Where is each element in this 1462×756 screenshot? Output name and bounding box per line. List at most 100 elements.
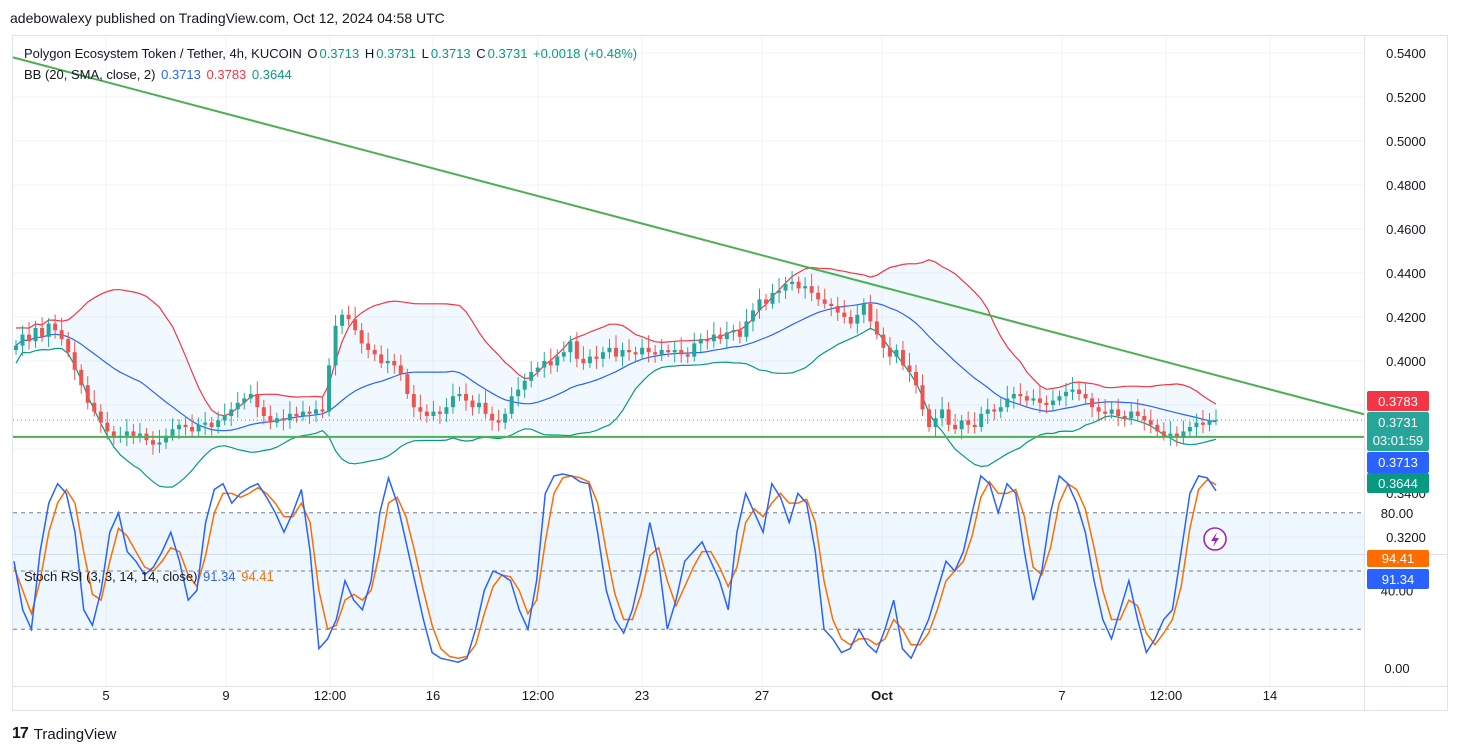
brand-name: TradingView: [33, 725, 117, 743]
candle-body: [620, 350, 625, 357]
candle-body: [203, 422, 208, 425]
candle-body: [1214, 420, 1218, 422]
candle-body: [809, 286, 814, 293]
main-legend: Polygon Ecosystem Token / Tether, 4h, KU…: [24, 46, 639, 61]
candle-body: [816, 292, 821, 300]
bb-upper-value: 0.3783: [206, 67, 247, 82]
candle-body: [196, 424, 201, 432]
time-tick-label: 9: [222, 688, 229, 703]
publisher-line: adebowalexy published on TradingView.com…: [10, 10, 445, 26]
candle-body: [379, 354, 384, 364]
stoch-k-tag: 91.34: [1367, 569, 1429, 589]
candle-body: [46, 323, 51, 337]
last-price-tag-text: 0.3731: [1378, 415, 1418, 430]
candle-body: [542, 361, 547, 368]
candle-body: [1077, 389, 1082, 394]
candle-body: [157, 442, 162, 445]
candle-body: [627, 350, 632, 353]
stoch-k-tag-bg: [1367, 569, 1429, 589]
candle-body: [66, 339, 71, 353]
candle-body: [274, 418, 279, 423]
candle-body: [477, 402, 482, 408]
candle-body: [607, 347, 612, 353]
candle-body: [522, 380, 527, 390]
tradingview-logo[interactable]: 17 TradingView: [12, 725, 116, 743]
price-tick-label: 0.5400: [1386, 46, 1426, 61]
candle-body: [548, 361, 553, 366]
candle-body: [724, 332, 729, 339]
candle-body: [1207, 420, 1212, 425]
candle-body: [137, 433, 142, 436]
candle-body: [1011, 394, 1016, 399]
candle-body: [1005, 398, 1010, 408]
candle-body: [281, 418, 286, 421]
candle-body: [437, 411, 442, 414]
candle-body: [561, 352, 566, 357]
candle-body: [307, 411, 312, 414]
candle-body: [366, 343, 371, 350]
lightning-icon: [1203, 527, 1227, 551]
stoch-d-value: 94.41: [241, 569, 274, 584]
price-tick-label: 0.4600: [1386, 222, 1426, 237]
candle-body: [914, 372, 918, 386]
candle-body: [150, 440, 155, 445]
descending-trendline: [12, 56, 1365, 416]
candle-body: [1064, 391, 1068, 397]
candle-body: [59, 330, 64, 339]
bb-basis-tag-bg: [1367, 452, 1429, 473]
time-tick-label: Oct: [871, 688, 893, 703]
candle-body: [568, 341, 573, 353]
candle-body: [333, 325, 338, 366]
candle-body: [392, 361, 397, 366]
candle-body: [216, 420, 221, 427]
candle-body: [190, 427, 195, 432]
candle-body: [1031, 398, 1036, 401]
candle-body: [1096, 407, 1101, 412]
candle-body: [672, 350, 677, 353]
time-tick-label: 12:00: [1150, 688, 1183, 703]
candle-body: [1103, 411, 1108, 414]
stoch-tick-label: 0.00: [1384, 661, 1409, 676]
candle-body: [1194, 422, 1199, 427]
candle-body: [516, 389, 521, 397]
stoch-legend: Stoch RSI (3, 3, 14, 14, close) 91.34 94…: [24, 569, 276, 584]
stoch-k-value: 91.34: [203, 569, 236, 584]
candle-body: [718, 334, 723, 339]
candle-body: [764, 299, 768, 304]
change-value: +0.0018 (+0.48%): [533, 46, 638, 61]
candle-body: [248, 394, 253, 399]
candle-body: [1037, 398, 1042, 403]
candle-body: [287, 413, 292, 421]
price-tick-label: 0.3200: [1386, 530, 1426, 545]
symbol-title: Polygon Ecosystem Token / Tether, 4h, KU…: [24, 46, 302, 61]
stoch-d-tag-bg: [1367, 550, 1429, 567]
bb-lower-value: 0.3644: [251, 67, 292, 82]
candle-body: [457, 394, 462, 397]
candle-body: [855, 314, 860, 324]
candle-body: [1083, 394, 1088, 399]
candle-body: [1161, 431, 1166, 436]
candle-body: [1148, 420, 1153, 425]
bb-label: BB (20, SMA, close, 2): [24, 67, 156, 82]
candle-body: [907, 365, 912, 372]
candle-body: [40, 328, 45, 337]
bb-basis-line: [15, 302, 1217, 432]
candle-body: [300, 411, 305, 416]
candle-body: [92, 402, 97, 412]
candle-body: [1116, 409, 1121, 416]
last-price-tag-bg: [1367, 412, 1429, 451]
candle-body: [1187, 427, 1192, 432]
candle-body: [920, 385, 925, 410]
candle-body: [1018, 394, 1023, 397]
candle-body: [842, 312, 847, 317]
candle-body: [1181, 431, 1186, 438]
candle-body: [848, 317, 853, 324]
candle-body: [750, 310, 755, 322]
candle-body: [777, 290, 782, 293]
candle-body: [261, 407, 266, 416]
candle-body: [268, 416, 273, 423]
candle-body: [503, 413, 508, 423]
candle-body: [111, 431, 116, 438]
candle-body: [450, 396, 455, 408]
